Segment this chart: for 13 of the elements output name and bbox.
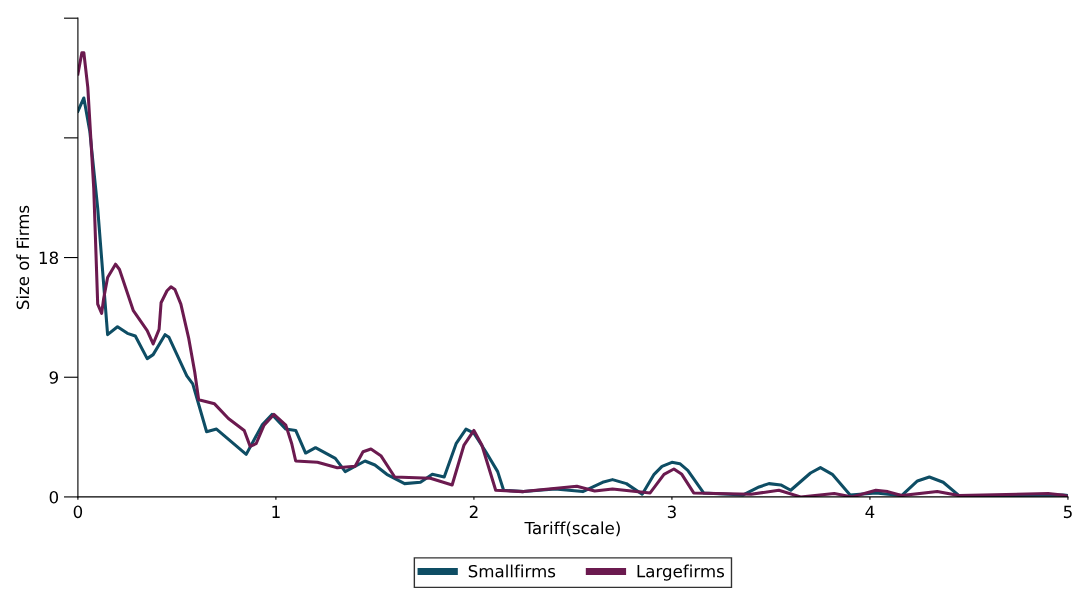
y-tick-label: 0 xyxy=(49,490,59,504)
x-tick-label: 2 xyxy=(469,505,478,518)
x-tick-label: 0 xyxy=(73,505,83,519)
y-tick-label: 9 xyxy=(49,371,58,384)
x-tick-label: 4 xyxy=(865,505,875,518)
y-axis-title: Size of Firms xyxy=(16,205,30,310)
y-tick-label: 18 xyxy=(39,251,59,265)
x-tick-label: 3 xyxy=(667,505,676,519)
x-axis-title: Tariff(scale) xyxy=(524,521,620,537)
x-tick-label: 1 xyxy=(272,505,280,518)
x-tick-label: 5 xyxy=(1063,505,1072,519)
legend-label: Smallfirms xyxy=(468,564,556,578)
legend-label: Largefirms xyxy=(637,564,725,581)
